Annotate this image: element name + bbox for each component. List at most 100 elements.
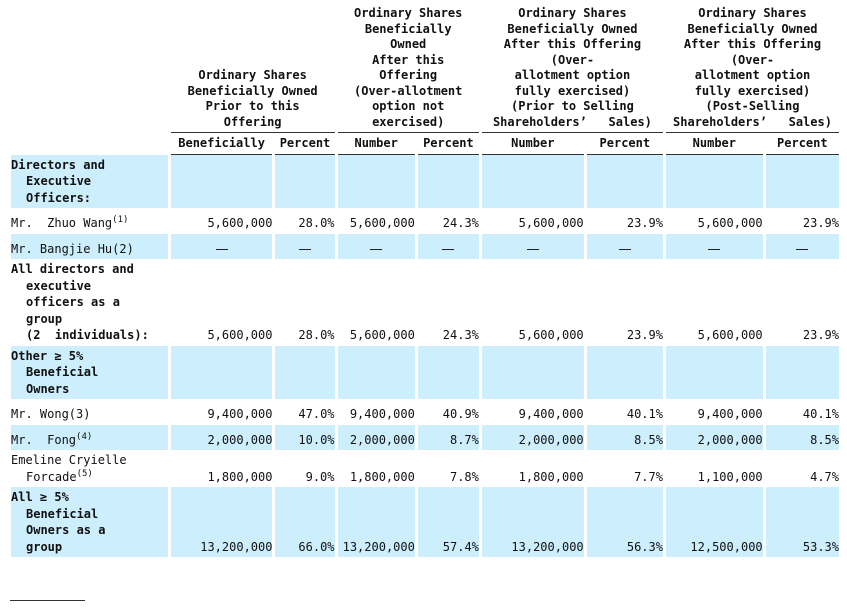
header-line: Ordinary Shares [698,6,807,20]
value-cell: 5,600,000 [349,216,415,230]
value-cell [170,345,273,399]
header-line: Ordinary Shares [354,6,463,20]
row-label-line: Mr. Bangjie Hu(2) [11,241,134,256]
row-label: Emeline Cryielle Forcade(5) [11,450,168,487]
value-cell: 2,000,000 [665,424,763,450]
value-cell: 24.3% [442,328,479,342]
header-line: After this [372,52,445,67]
header-after-not-exercised: Ordinary Shares Beneficially Owned After… [337,6,479,133]
row-label-line: officers as a [26,295,120,309]
value-cell: 7.7% [634,469,663,484]
value-cell: 5,600,000 [207,328,273,342]
header-line: Ordinary Shares [518,6,627,20]
nil-dash [526,248,539,250]
header-line: Beneficially Owned [187,83,318,98]
header-line: Prior to this [205,99,300,113]
value-cell: 23.9% [626,328,663,342]
value-cell [417,154,479,208]
value-cell: 13,200,000 [481,487,584,557]
row-label: All directors and executive officers as a g… [11,259,168,346]
row-label: Mr. Zhuo Wang(1) [11,208,168,234]
value-cell [275,233,335,259]
header-line: (Post-Selling [705,99,800,113]
header-line: allotment option [514,68,631,82]
header-line: (Over- [550,52,595,67]
header-line: Shareholders’ Sales) [492,114,652,129]
header-line: (Over- [730,52,775,67]
value-cell: 9,400,000 [349,407,415,421]
footnote-marker: (1) [112,215,129,225]
header-line: After this Offering [503,37,642,51]
value-cell: 56.3% [586,487,663,557]
table-body: Directors and Executive Officers: Mr. Zhuo … [11,154,839,557]
value-cell: 2,000,000 [170,424,273,450]
value-cell: 23.9% [626,216,663,230]
value-cell: 5,600,000 [697,328,763,342]
value-cell: 5,600,000 [518,216,584,230]
row-label-line: Forcade(5) [26,468,93,484]
value-cell [481,233,584,259]
subheader-number: Number [481,133,584,155]
value-cell: 1,800,000 [349,469,415,484]
value-cell: 40.1% [802,407,839,421]
subheader-percent: Percent [765,133,839,155]
value-cell [170,154,273,208]
header-after-exercised-prior-sales: Ordinary Shares Beneficially Owned After… [481,6,663,133]
subheader-percent: Percent [275,133,335,155]
value-cell: 23.9% [802,216,839,230]
header-line: Beneficially Owned [507,21,638,36]
value-cell: 5,600,000 [518,328,584,342]
value-cell: 8.5% [586,424,663,450]
row-label-line: executive [26,278,92,293]
value-cell: 24.3% [442,216,479,230]
value-cell [586,233,663,259]
table-row: Other ≥ 5% Beneficial Owners [11,345,839,399]
value-cell: 2,000,000 [481,424,584,450]
row-label: Other ≥ 5% Beneficial Owners [11,345,168,399]
nil-dash [299,248,311,250]
value-cell: 28.0% [298,216,335,230]
value-cell: 40.9% [442,407,479,421]
value-cell: 8.7% [417,424,479,450]
header-line: option not [372,99,445,113]
value-cell: 5,600,000 [349,328,415,342]
value-cell: 57.4% [417,487,479,557]
row-label: All ≥ 5% Beneficial Owners as a group [11,487,168,557]
value-cell [417,345,479,399]
subheader-percent: Percent [586,133,663,155]
value-cell: 5,600,000 [697,216,763,230]
row-label-line: All ≥ 5% [11,490,69,504]
header-line: Ordinary Shares [198,68,307,82]
label-header [11,6,168,133]
value-cell: 10.0% [275,424,335,450]
row-label-line: Beneficial [26,365,99,379]
value-cell: 13,200,000 [170,487,273,557]
subheader-beneficially: Beneficially [170,133,273,155]
row-label-line: Executive [26,174,92,188]
value-cell: 28.0% [298,328,335,342]
value-cell: 9,400,000 [207,407,273,421]
value-cell [481,154,584,208]
header-line: Shareholders’ Sales) [673,114,832,129]
row-label-line: Beneficial [26,506,99,521]
header-line: After this Offering [683,37,822,51]
value-cell [481,345,584,399]
value-cell [275,345,335,399]
beneficial-ownership-table: Ordinary Shares Beneficially Owned Prior… [8,6,842,557]
header-line: allotment option [694,68,811,82]
footnote-divider [10,600,85,601]
value-cell [417,233,479,259]
header-line: fully exercised) [694,83,811,98]
value-cell: 12,500,000 [665,487,763,557]
row-label-line: Mr. Fong(4) [11,431,93,447]
value-cell [665,233,763,259]
row-label-line: group [26,311,63,326]
row-label-line: Directors and [11,157,105,172]
header-line: Beneficially Owned [687,21,818,36]
row-label-line: Owners [26,381,70,396]
value-cell: 47.0% [298,407,335,421]
footnote-marker: (4) [76,431,93,442]
row-label-line: group [26,539,63,554]
row-label-line: Emeline Cryielle [11,453,127,467]
